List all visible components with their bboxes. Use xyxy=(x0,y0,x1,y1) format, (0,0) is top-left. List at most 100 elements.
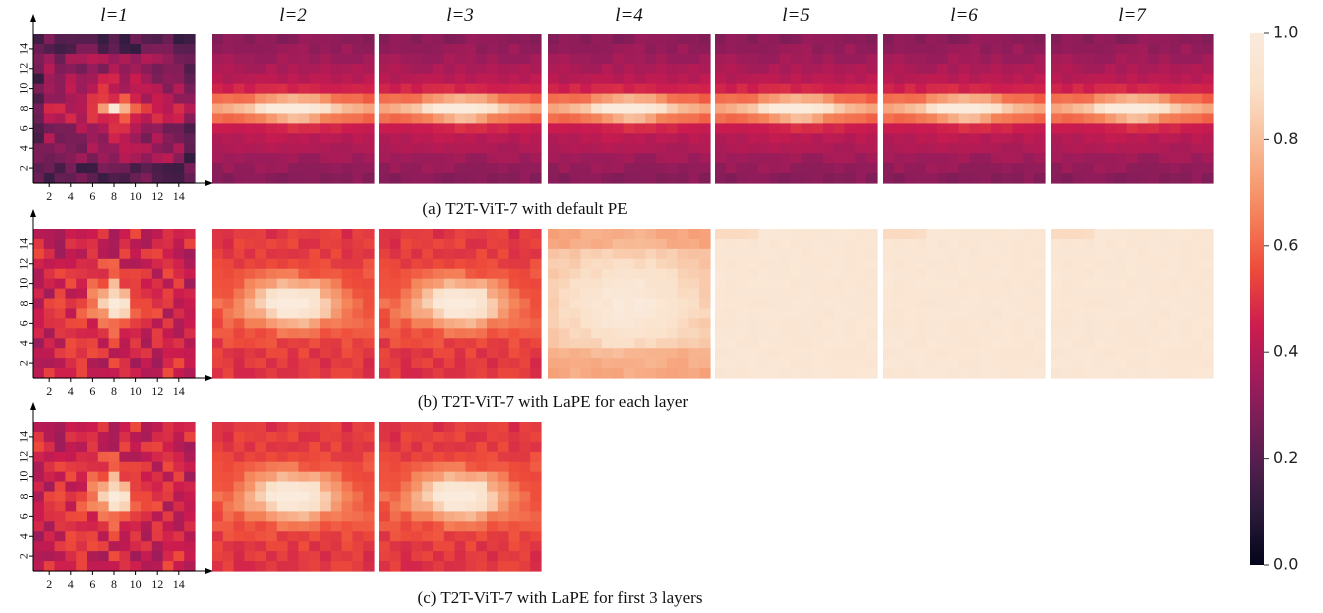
heatmap-cell xyxy=(184,238,196,250)
heatmap-cell xyxy=(508,541,520,552)
heatmap-cell xyxy=(715,83,727,95)
heatmap-cell xyxy=(151,278,164,290)
heatmap-cell xyxy=(623,123,635,134)
heatmap-cell xyxy=(330,461,343,473)
heatmap-cell xyxy=(212,298,224,310)
heatmap-cell xyxy=(823,288,835,300)
heatmap-cell xyxy=(173,163,185,174)
heatmap-cell xyxy=(454,83,466,95)
heatmap-cell xyxy=(779,153,792,164)
heatmap-cell xyxy=(244,43,256,55)
heatmap-cell xyxy=(833,63,846,75)
heatmap-cell xyxy=(1191,103,1203,115)
heatmap-cell xyxy=(184,248,196,260)
y-axis-arrow xyxy=(30,209,36,217)
heatmap-cell xyxy=(883,93,895,105)
heatmap-cell xyxy=(266,298,278,310)
heatmap-cell xyxy=(855,73,867,85)
heatmap-cell xyxy=(758,143,770,154)
heatmap-cell xyxy=(508,451,520,463)
heatmap-cell xyxy=(736,163,748,174)
heatmap-cell xyxy=(173,133,185,144)
heatmap-cell xyxy=(330,43,343,55)
heatmap-cell xyxy=(87,248,99,260)
heatmap-cell xyxy=(130,288,142,300)
heatmap-cell xyxy=(465,63,477,75)
heatmap-cell xyxy=(276,123,289,134)
heatmap-cell xyxy=(602,34,614,45)
heatmap-cell xyxy=(1083,338,1095,349)
heatmap-cell xyxy=(108,73,120,85)
heatmap-cell xyxy=(54,83,66,95)
heatmap-cell xyxy=(184,53,196,65)
heatmap-cell xyxy=(991,123,1003,134)
heatmap-cell xyxy=(363,103,375,115)
layer-label-6: l=6 xyxy=(950,5,978,26)
heatmap-cell xyxy=(298,338,310,349)
heatmap-cell xyxy=(465,422,477,433)
heatmap-cell xyxy=(130,258,142,270)
heatmap-cell xyxy=(548,43,560,55)
heatmap-cell xyxy=(725,248,738,260)
heatmap-cell xyxy=(833,248,846,260)
heatmap-cell xyxy=(1012,328,1024,339)
heatmap-cell xyxy=(969,298,981,310)
heatmap-cell xyxy=(623,328,635,339)
heatmap-cell xyxy=(276,53,289,65)
heatmap-cell xyxy=(433,338,445,349)
heatmap-cell xyxy=(548,229,560,240)
heatmap-cell xyxy=(1169,143,1182,154)
heatmap-cell xyxy=(883,83,895,95)
heatmap-cell xyxy=(108,308,120,319)
heatmap-cell xyxy=(222,422,235,433)
heatmap-cell xyxy=(400,451,412,463)
heatmap-cell xyxy=(769,338,781,349)
heatmap-cell xyxy=(677,238,689,250)
heatmap-cell xyxy=(530,431,542,443)
heatmap-cell xyxy=(266,268,278,280)
heatmap-cell xyxy=(454,511,466,522)
heatmap-cell xyxy=(947,113,960,124)
heatmap-cell xyxy=(591,288,603,300)
heatmap-cell xyxy=(476,73,488,85)
heatmap-cell xyxy=(855,103,867,115)
heatmap-cell xyxy=(688,358,700,369)
heatmap-cell xyxy=(33,422,45,433)
heatmap-cell xyxy=(677,73,689,85)
heatmap-cell xyxy=(866,298,878,310)
heatmap-cell xyxy=(476,531,488,542)
heatmap-cell xyxy=(433,173,445,184)
y-tick-label: 8 xyxy=(17,494,31,500)
heatmap-cell xyxy=(725,338,738,349)
heatmap-cell xyxy=(812,268,824,280)
heatmap-cell xyxy=(233,278,245,290)
heatmap-cell xyxy=(341,268,353,280)
heatmap-cell xyxy=(54,461,66,473)
heatmap-cell xyxy=(508,491,520,503)
heatmap-cell xyxy=(255,481,267,493)
heatmap-cell xyxy=(298,73,310,85)
heatmap-cell xyxy=(341,278,353,290)
heatmap-cell xyxy=(947,63,960,75)
heatmap-cell xyxy=(454,229,466,240)
heatmap-cell xyxy=(119,93,131,105)
heatmap-cell xyxy=(812,63,824,75)
heatmap-cell xyxy=(699,153,711,164)
heatmap-cell xyxy=(612,43,625,55)
heatmap-cell xyxy=(969,63,981,75)
heatmap-cell xyxy=(958,143,970,154)
heatmap-cell xyxy=(833,143,846,154)
heatmap-cell xyxy=(298,248,310,260)
heatmap-cell xyxy=(508,163,520,174)
heatmap-cell xyxy=(666,63,679,75)
heatmap-cell xyxy=(65,461,77,473)
heatmap-cell xyxy=(530,133,542,144)
layer-label-1: l=1 xyxy=(100,5,128,26)
heatmap-cell xyxy=(801,34,813,45)
heatmap-cell xyxy=(1001,358,1014,369)
heatmap-cell xyxy=(363,268,375,280)
heatmap-cell xyxy=(454,441,466,453)
heatmap-cell xyxy=(855,268,867,280)
heatmap-cell xyxy=(389,422,402,433)
heatmap-cell xyxy=(893,258,906,270)
